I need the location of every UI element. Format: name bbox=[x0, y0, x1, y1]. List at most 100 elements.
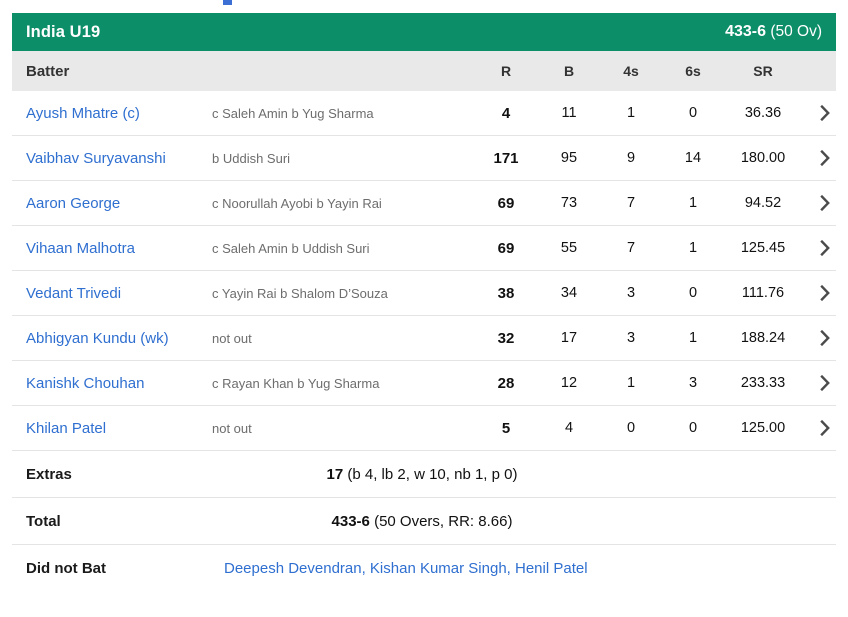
batter-dismissal: not out bbox=[212, 420, 252, 436]
batter-strike-rate: 125.45 bbox=[740, 240, 786, 256]
table-row[interactable]: Abhigyan Kundu (wk) not out 32 17 3 1 188.24 bbox=[12, 316, 836, 361]
table-row[interactable]: Ayush Mhatre (c) c Saleh Amin b Yug Sharm… bbox=[12, 91, 836, 136]
extras-label: Extras bbox=[26, 465, 72, 483]
extras-value: 17 (b 4, lb 2, w 10, nb 1, p 0) bbox=[198, 466, 646, 483]
innings-header: India U19 433-6 (50 Ov) bbox=[12, 13, 836, 51]
batter-balls: 17 bbox=[560, 330, 578, 346]
total-row: Total 433-6 (50 Overs, RR: 8.66) bbox=[12, 498, 836, 545]
batter-sixes: 1 bbox=[688, 240, 698, 256]
innings-score-overs: (50 Ov) bbox=[770, 23, 822, 40]
chevron-right-icon[interactable] bbox=[802, 375, 848, 391]
batter-name-link[interactable]: Khilan Patel bbox=[26, 419, 107, 437]
table-row[interactable]: Vaibhav Suryavanshi b Uddish Suri 171 95 9 14… bbox=[12, 136, 836, 181]
chevron-right-icon[interactable] bbox=[802, 150, 848, 166]
table-row[interactable]: Vihaan Malhotra c Saleh Amin b Uddish Sur… bbox=[12, 226, 836, 271]
total-label: Total bbox=[26, 512, 61, 530]
batter-dismissal: b Uddish Suri bbox=[212, 150, 291, 166]
batter-fours: 1 bbox=[626, 105, 636, 121]
column-header-sixes: 6s bbox=[685, 63, 701, 79]
batter-dismissal: c Noorullah Ayobi b Yayin Rai bbox=[212, 195, 382, 211]
batter-strike-rate: 94.52 bbox=[744, 195, 782, 211]
batter-fours: 0 bbox=[626, 420, 636, 436]
total-score: 433-6 bbox=[331, 512, 370, 530]
did-not-bat-players[interactable]: Deepesh Devendran, Kishan Kumar Singh, H… bbox=[224, 560, 588, 577]
batter-sixes: 3 bbox=[688, 375, 698, 391]
batter-runs: 69 bbox=[497, 239, 515, 257]
batter-name-link[interactable]: Vihaan Malhotra bbox=[26, 239, 135, 257]
batter-sixes: 14 bbox=[684, 150, 702, 166]
batter-name-link[interactable]: Kanishk Chouhan bbox=[26, 374, 145, 392]
batter-runs: 32 bbox=[497, 329, 515, 347]
extras-total: 17 bbox=[326, 465, 344, 483]
batter-strike-rate: 180.00 bbox=[740, 150, 786, 166]
batter-dismissal: c Rayan Khan b Yug Sharma bbox=[212, 375, 380, 391]
batter-strike-rate: 125.00 bbox=[740, 420, 786, 436]
extras-row: Extras 17 (b 4, lb 2, w 10, nb 1, p 0) bbox=[12, 451, 836, 498]
batter-name-link[interactable]: Vaibhav Suryavanshi bbox=[26, 149, 166, 167]
batter-fours: 7 bbox=[626, 195, 636, 211]
batter-name-link[interactable]: Vedant Trivedi bbox=[26, 284, 122, 302]
chevron-right-icon[interactable] bbox=[802, 420, 848, 436]
chevron-right-icon[interactable] bbox=[802, 240, 848, 256]
chevron-right-icon[interactable] bbox=[802, 105, 848, 121]
batter-balls: 73 bbox=[560, 195, 578, 211]
total-detail: (50 Overs, RR: 8.66) bbox=[374, 512, 513, 530]
batter-runs: 69 bbox=[497, 194, 515, 212]
batter-balls: 4 bbox=[564, 420, 574, 436]
batter-fours: 1 bbox=[626, 375, 636, 391]
batter-fours: 7 bbox=[626, 240, 636, 256]
batter-name-link[interactable]: Ayush Mhatre (c) bbox=[26, 104, 140, 122]
column-header-strike-rate: SR bbox=[753, 63, 773, 79]
chevron-right-icon[interactable] bbox=[802, 330, 848, 346]
table-row[interactable]: Vedant Trivedi c Yayin Rai b Shalom D’Sou… bbox=[12, 271, 836, 316]
batter-sixes: 0 bbox=[688, 420, 698, 436]
column-header-row: Batter R B 4s 6s SR bbox=[12, 51, 836, 91]
did-not-bat-label: Did not Bat bbox=[26, 560, 106, 577]
batter-name-link[interactable]: Abhigyan Kundu (wk) bbox=[26, 329, 169, 347]
batter-dismissal: c Saleh Amin b Uddish Suri bbox=[212, 240, 370, 256]
column-header-batter: Batter bbox=[26, 62, 70, 80]
batter-name-link[interactable]: Aaron George bbox=[26, 194, 121, 212]
batter-runs: 38 bbox=[497, 284, 515, 302]
batter-balls: 12 bbox=[560, 375, 578, 391]
batter-dismissal: c Saleh Amin b Yug Sharma bbox=[212, 105, 374, 121]
batter-balls: 11 bbox=[561, 105, 577, 121]
innings-score-runs: 433-6 bbox=[725, 23, 766, 40]
batter-runs: 5 bbox=[501, 419, 511, 437]
did-not-bat-row: Did not Bat Deepesh Devendran, Kishan Ku… bbox=[12, 545, 836, 592]
chevron-right-icon[interactable] bbox=[802, 285, 848, 301]
innings-score: 433-6 (50 Ov) bbox=[725, 23, 822, 41]
batter-dismissal: c Yayin Rai b Shalom D’Souza bbox=[212, 285, 388, 301]
batter-balls: 95 bbox=[560, 150, 578, 166]
chevron-right-icon[interactable] bbox=[802, 195, 848, 211]
batter-dismissal: not out bbox=[212, 330, 252, 346]
column-header-runs: R bbox=[500, 63, 512, 79]
column-header-balls: B bbox=[563, 63, 575, 79]
batter-strike-rate: 233.33 bbox=[740, 375, 786, 391]
extras-breakdown: (b 4, lb 2, w 10, nb 1, p 0) bbox=[347, 465, 518, 483]
batter-fours: 3 bbox=[626, 285, 636, 301]
batter-strike-rate: 36.36 bbox=[744, 105, 782, 121]
batter-runs: 28 bbox=[497, 374, 515, 392]
table-row[interactable]: Khilan Patel not out 5 4 0 0 125.00 bbox=[12, 406, 836, 451]
batter-sixes: 0 bbox=[688, 285, 698, 301]
column-header-fours: 4s bbox=[623, 63, 639, 79]
innings-team-name: India U19 bbox=[26, 22, 101, 41]
innings-scorecard-card: India U19 433-6 (50 Ov) Batter R B 4s 6s… bbox=[12, 13, 836, 592]
total-value: 433-6 (50 Overs, RR: 8.66) bbox=[198, 513, 646, 530]
table-row[interactable]: Kanishk Chouhan c Rayan Khan b Yug Sharma… bbox=[12, 361, 836, 406]
batter-runs: 171 bbox=[493, 149, 519, 167]
batter-fours: 3 bbox=[626, 330, 636, 346]
batter-balls: 55 bbox=[560, 240, 578, 256]
table-row[interactable]: Aaron George c Noorullah Ayobi b Yayin Ra… bbox=[12, 181, 836, 226]
batter-sixes: 1 bbox=[688, 330, 698, 346]
batter-sixes: 0 bbox=[688, 105, 698, 121]
batter-balls: 34 bbox=[560, 285, 578, 301]
batter-fours: 9 bbox=[626, 150, 636, 166]
clipped-top-element bbox=[223, 0, 232, 5]
batter-strike-rate: 188.24 bbox=[740, 330, 786, 346]
batter-rows: Ayush Mhatre (c) c Saleh Amin b Yug Sharm… bbox=[12, 91, 836, 451]
batter-runs: 4 bbox=[501, 104, 511, 122]
batter-strike-rate: 111.76 bbox=[741, 285, 785, 301]
